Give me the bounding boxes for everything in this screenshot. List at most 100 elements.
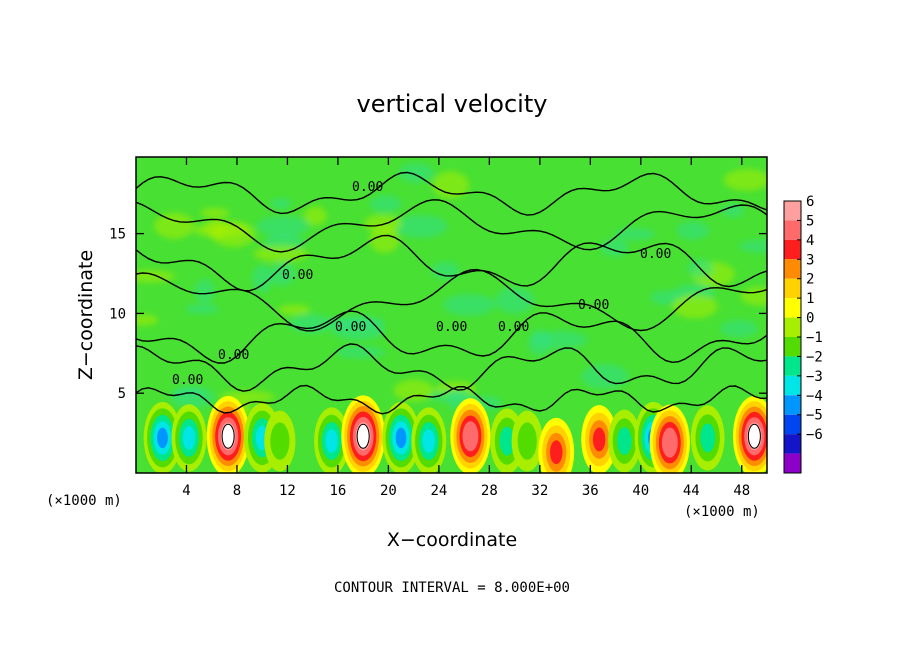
updraft-cell [206,396,250,473]
colorbar-swatch [784,375,801,396]
velocity-level [700,423,716,453]
velocity-level [517,422,537,460]
contour-label: 0.00 [335,320,366,335]
colorbar-swatch [784,395,801,415]
updraft-cell [538,417,575,473]
x-tick-label: 20 [380,483,397,499]
weak-velocity-patch [200,207,230,219]
contour-label: 0.00 [498,320,529,335]
velocity-level [465,427,476,446]
plot-frame [135,156,768,474]
contour-label: 0.00 [282,268,313,283]
x-axis-label: X−coordinate [387,529,517,551]
weak-velocity-patch [393,379,434,402]
weak-velocity-patch [676,221,710,240]
contour-labels: 0.00 0.00 0.00 0.00 0.00 0.00 0.00 0.00 … [172,180,671,388]
velocity-cells [143,395,767,473]
downdraft-cell [264,410,296,472]
x-tick-label: 16 [329,483,346,499]
velocity-peak [356,423,370,449]
x-unit-left: (×1000 m) [46,493,122,509]
zero-contour [136,343,767,392]
weak-velocity-patch [336,345,385,359]
updraft-cell [732,396,767,473]
downdraft-cell [143,401,182,473]
y-tick-label: 5 [118,386,126,402]
weak-velocity-patch [154,212,195,239]
weak-velocity-patch [443,293,496,316]
velocity-peak [221,423,235,449]
velocity-level [422,429,435,453]
weak-velocity-patch [304,206,327,226]
contour-label: 0.00 [172,373,203,388]
weak-velocity-patch [251,264,273,293]
colorbar-label: −2 [806,349,823,365]
colorbar-label: 1 [806,291,814,307]
colorbar-swatch [784,337,801,357]
colorbar-label: 5 [806,213,814,229]
velocity-level [592,427,606,452]
weak-velocity-patch [136,314,159,326]
x-tick-label: 24 [430,483,447,499]
weak-velocity-patch [193,222,248,238]
colorbar-label: 6 [806,194,814,210]
downdraft-cell [314,407,350,473]
weak-velocity-patch [172,386,204,398]
colorbar-label: −4 [806,388,823,404]
weak-velocity-patch [721,203,745,218]
velocity-level [617,427,632,456]
colorbar-swatch [784,201,801,221]
x-tick-label: 28 [481,483,498,499]
weak-velocity-patch [740,287,767,306]
weak-velocity-patch [672,294,718,319]
zero-contour [136,199,767,253]
colorbar-swatch [784,259,801,279]
colorbar-swatch [784,220,801,240]
weak-velocity-patch [723,169,767,191]
weak-velocity-patch [254,245,309,263]
colorbar-swatch [784,317,801,337]
colorbar-label: 3 [806,252,814,268]
downdraft-cell [411,407,447,473]
weak-velocity-patch [270,197,292,210]
contour-label: 0.00 [578,298,609,313]
colorbar-swatch [784,239,801,260]
zero-contour [136,384,767,415]
zero-contour [136,310,767,364]
zero-contour [136,268,767,332]
weak-velocity-patches [136,162,767,418]
weak-velocity-patch [185,303,220,315]
colorbar-swatch [784,298,801,318]
weak-velocity-patch [432,171,470,199]
colorbar-label: −3 [806,369,823,385]
colorbar-label: −1 [806,330,823,346]
y-tick-label: 15 [109,227,126,243]
colorbar: 6 5 4 3 2 1 0 −1 −2 −3 −4 −5 −6 [783,194,823,474]
weak-velocity-patch [431,261,460,280]
weak-velocity-patch [738,239,767,253]
colorbar-label: −6 [806,427,823,443]
weak-velocity-patch [194,279,215,303]
velocity-level [499,426,515,456]
zero-contour-lines [136,171,767,415]
colorbar-label: 2 [806,272,814,288]
velocity-level [270,422,290,460]
weak-velocity-patch [614,227,656,241]
y-axis: 5 10 15 [109,227,767,402]
weak-velocity-patch [398,162,434,183]
downdraft-cell [171,404,207,472]
weak-velocity-patch [256,215,310,237]
weak-velocity-patch [600,238,629,257]
updraft-cell [450,398,491,473]
weak-velocity-patch [331,319,386,341]
weak-velocity-patch [278,304,311,315]
x-tick-label: 32 [531,483,548,499]
velocity-level [550,440,563,465]
velocity-level [664,433,675,452]
weak-velocity-patch [581,363,629,390]
weak-velocity-patch [394,214,448,238]
weak-velocity-patch [288,314,336,334]
downdraft-cell [382,401,420,473]
contour-interval-note: CONTOUR INTERVAL = 8.000E+00 [334,580,570,596]
weak-velocity-patch [719,319,758,338]
